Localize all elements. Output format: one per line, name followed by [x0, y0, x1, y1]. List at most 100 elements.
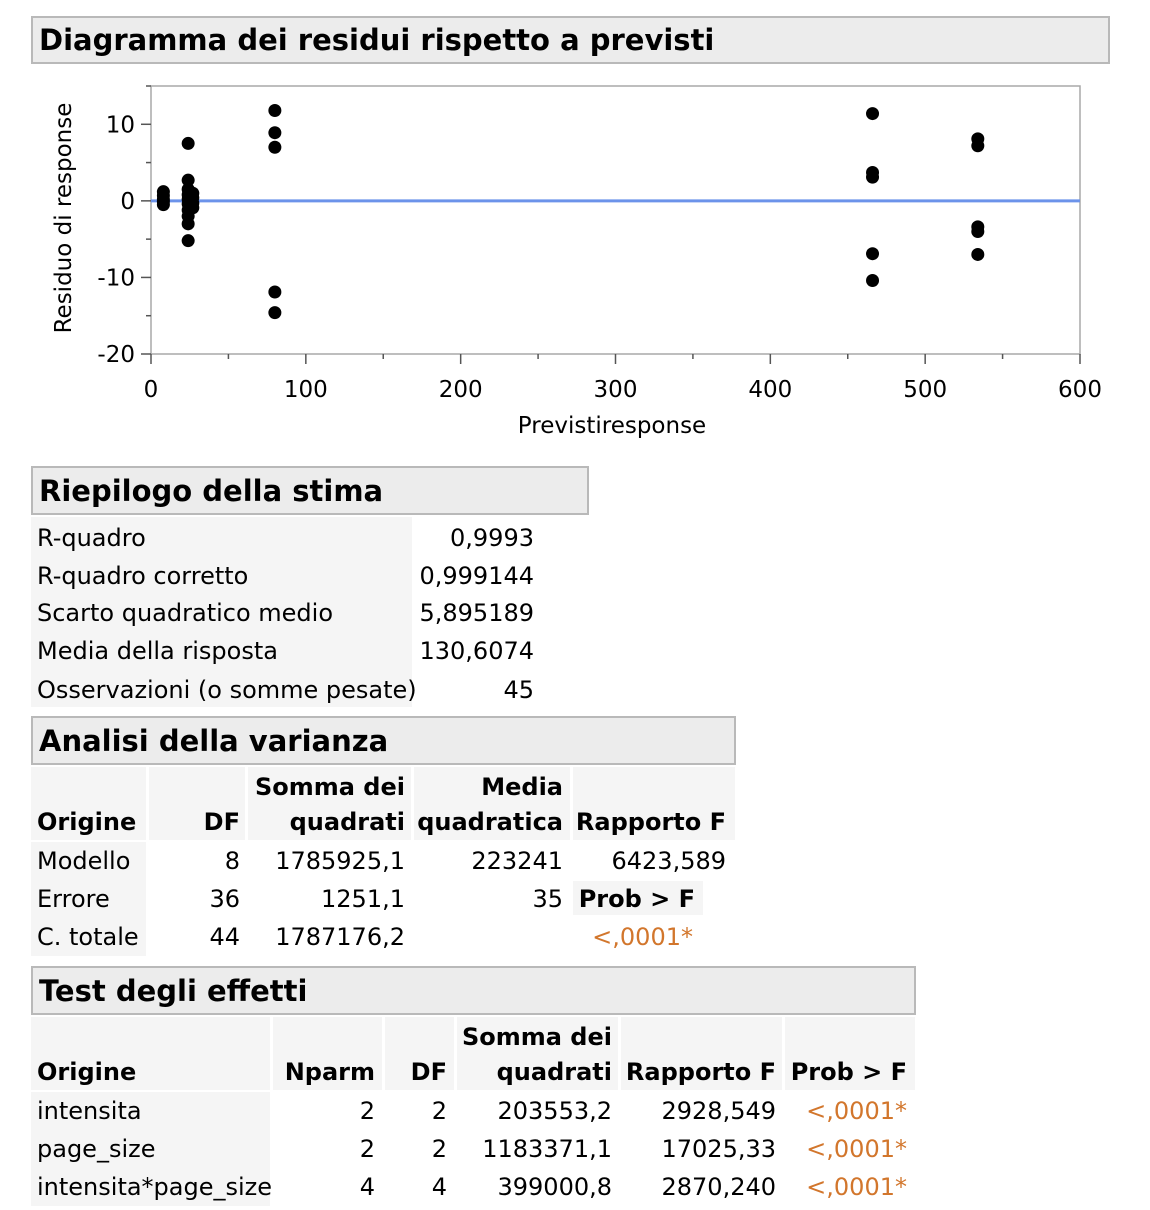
data-point — [181, 173, 195, 187]
effects-row-interaction-f: 2870,240 — [661, 1173, 776, 1201]
summary-header[interactable]: Riepilogo della stima — [31, 466, 589, 515]
effects-header-f: Rapporto F — [625, 1058, 776, 1086]
residual-scatter-plot: 100-10-20 0 100 200 300 400 500 600 Residuo di… — [51, 85, 1102, 439]
effects-row-intensita-ss: 203553,2 — [497, 1097, 612, 1125]
anova-header-ms-2: quadratica — [417, 808, 563, 836]
data-point — [971, 139, 985, 153]
anova-header-ss-2: quadrati — [289, 808, 405, 836]
data-point — [268, 104, 282, 118]
anova-header-origine: Origine — [37, 808, 137, 836]
anova-row-errore-origine: Errore — [37, 885, 110, 913]
anova-prob-label-bg — [573, 881, 703, 915]
anova-row-modello-origine: Modello — [37, 847, 131, 875]
effects-row-interaction-p: <,0001* — [806, 1173, 907, 1201]
data-point — [181, 136, 195, 150]
y-tick-label: 0 — [120, 189, 135, 215]
effects-row-interaction-nparm: 4 — [359, 1173, 375, 1201]
anova-header-f: Rapporto F — [575, 808, 726, 836]
x-tick-label: 300 — [594, 377, 638, 403]
effects-row-interaction-origine: intensita*page_size — [37, 1173, 273, 1201]
data-point — [268, 306, 282, 320]
anova-header-ms-1: Media — [481, 773, 563, 801]
anova-row-modello-df: 8 — [224, 847, 240, 875]
data-point — [156, 198, 170, 212]
x-tick-label: 400 — [748, 377, 792, 403]
data-point — [971, 224, 985, 238]
effects-row-intensita-f: 2928,549 — [661, 1097, 776, 1125]
effects-header-bg-f — [621, 1017, 782, 1090]
effects-header-bg-origine — [31, 1017, 270, 1090]
anova-title: Analisi della varianza — [39, 723, 389, 758]
y-tick-label: -20 — [97, 342, 135, 368]
data-point — [866, 170, 880, 184]
data-point — [268, 140, 282, 154]
effects-origine-column — [31, 1092, 270, 1206]
effects-row-page-size-f: 17025,33 — [661, 1135, 776, 1163]
anova-row-totale-df: 44 — [209, 923, 240, 951]
anova-origine-column — [31, 842, 146, 956]
x-tick-label: 500 — [903, 377, 947, 403]
effects-header-origine: Origine — [37, 1058, 137, 1086]
residual-plot-title: Diagramma dei residui rispetto a previst… — [39, 23, 715, 57]
anova-row-errore-df: 36 — [209, 885, 240, 913]
x-tick-label: 0 — [144, 377, 159, 403]
summary-label-r-quadro-corretto: R-quadro corretto — [37, 562, 249, 590]
x-tick-label: 100 — [284, 377, 328, 403]
anova-row-modello-ms: 223241 — [471, 847, 563, 875]
summary-value-r-quadro-corretto: 0,999144 — [419, 562, 534, 590]
summary-label-osservazioni: Osservazioni (o somme pesate) — [37, 676, 417, 704]
effects-row-interaction-df: 4 — [431, 1173, 447, 1201]
effects-header[interactable]: Test degli effetti — [31, 966, 916, 1015]
y-tick-label: -10 — [97, 265, 135, 291]
summary-label-column — [31, 517, 412, 707]
effects-header-nparm: Nparm — [284, 1058, 375, 1086]
anova-row-errore-ss: 1251,1 — [321, 885, 405, 913]
data-point — [971, 247, 985, 261]
anova-row-totale-ss: 1787176,2 — [275, 923, 405, 951]
effects-row-intensita-p: <,0001* — [806, 1097, 907, 1125]
effects-header-bg-ss — [457, 1017, 618, 1090]
effects-row-intensita-origine: intensita — [37, 1097, 142, 1125]
anova-prob-f-value: <,0001* — [592, 923, 693, 951]
anova-header-bg-df — [149, 767, 245, 840]
effects-title: Test degli effetti — [39, 973, 308, 1008]
plot-frame — [150, 85, 1081, 355]
effects-row-interaction-ss: 399000,8 — [497, 1173, 612, 1201]
anova-header-bg-f — [573, 767, 735, 840]
anova-row-modello-ss: 1785925,1 — [275, 847, 405, 875]
effects-header-bg-p — [785, 1017, 915, 1090]
residual-plot-header[interactable]: Diagramma dei residui rispetto a previst… — [31, 16, 1110, 64]
data-point — [866, 247, 880, 261]
anova-header-ss-1: Somma dei — [254, 773, 405, 801]
data-point — [268, 126, 282, 140]
effects-row-page-size-nparm: 2 — [359, 1135, 375, 1163]
y-axis-label: Residuo di response — [51, 103, 77, 334]
effects-row-intensita-df: 2 — [431, 1097, 447, 1125]
x-tick-label: 200 — [439, 377, 483, 403]
anova-header[interactable]: Analisi della varianza — [31, 716, 736, 765]
summary-value-media: 130,6074 — [419, 637, 534, 665]
data-point — [866, 273, 880, 287]
effects-row-page-size-origine: page_size — [37, 1135, 156, 1163]
anova-header-bg-ss — [248, 767, 411, 840]
summary-label-r-quadro: R-quadro — [37, 524, 146, 552]
data-point — [181, 234, 195, 248]
y-tick-label: 10 — [106, 112, 135, 138]
summary-label-scarto: Scarto quadratico medio — [37, 599, 334, 627]
summary-title: Riepilogo della stima — [39, 473, 384, 508]
summary-label-media: Media della risposta — [37, 637, 278, 665]
effects-row-intensita-nparm: 2 — [359, 1097, 375, 1125]
effects-row-page-size-ss: 1183371,1 — [482, 1135, 612, 1163]
summary-value-r-quadro: 0,9993 — [450, 524, 534, 552]
anova-row-errore-ms: 35 — [532, 885, 563, 913]
anova-prob-f-label: Prob > F — [578, 885, 695, 913]
data-point — [866, 107, 880, 121]
anova-header-bg-ms — [414, 767, 570, 840]
summary-value-scarto: 5,895189 — [419, 599, 534, 627]
effects-header-bg-nparm — [273, 1017, 382, 1090]
anova-row-totale-origine: C. totale — [37, 923, 139, 951]
x-axis-label: Previstiresponse — [518, 413, 706, 439]
effects-header-p: Prob > F — [790, 1058, 907, 1086]
effects-header-bg-df — [385, 1017, 454, 1090]
anova-header-df: DF — [203, 808, 240, 836]
